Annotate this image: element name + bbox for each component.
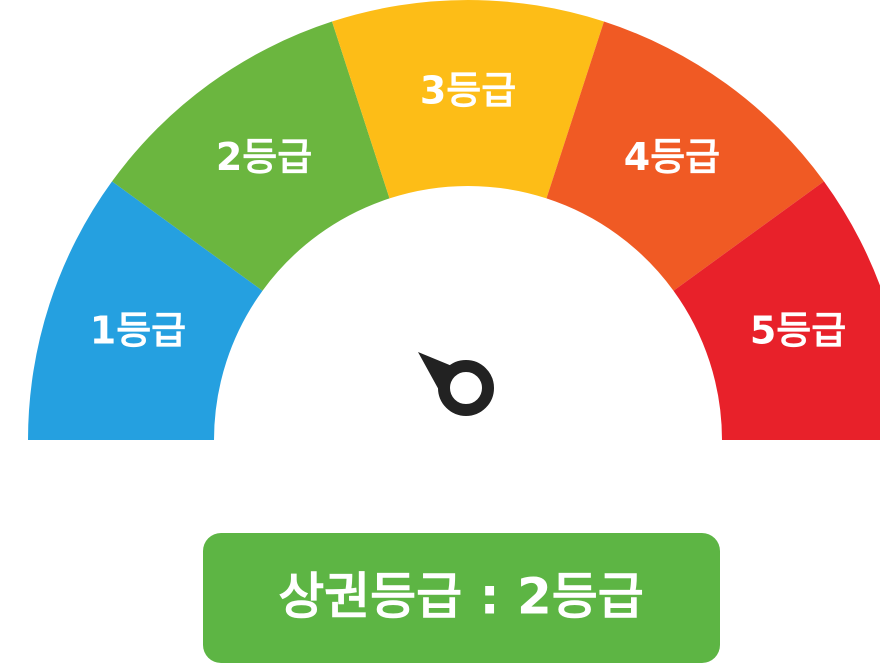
segment-label: 1등급 bbox=[90, 308, 186, 352]
needle-hub bbox=[438, 360, 494, 416]
segment-label: 2등급 bbox=[216, 135, 312, 179]
gauge-segment bbox=[673, 181, 880, 440]
result-box bbox=[203, 533, 720, 663]
gauge-segment bbox=[28, 181, 263, 440]
result-text: 상권등급 : 2등급 bbox=[278, 568, 644, 626]
segment-label: 3등급 bbox=[420, 69, 516, 113]
gauge-segment bbox=[332, 0, 604, 199]
gauge-segment bbox=[546, 21, 824, 291]
needle bbox=[418, 352, 494, 416]
segment-label: 4등급 bbox=[624, 135, 720, 179]
segments: 1등급 2등급 3등급 4등급 5등급 bbox=[28, 0, 880, 440]
segment-label: 5등급 bbox=[750, 308, 846, 352]
gauge-segment bbox=[112, 21, 390, 291]
